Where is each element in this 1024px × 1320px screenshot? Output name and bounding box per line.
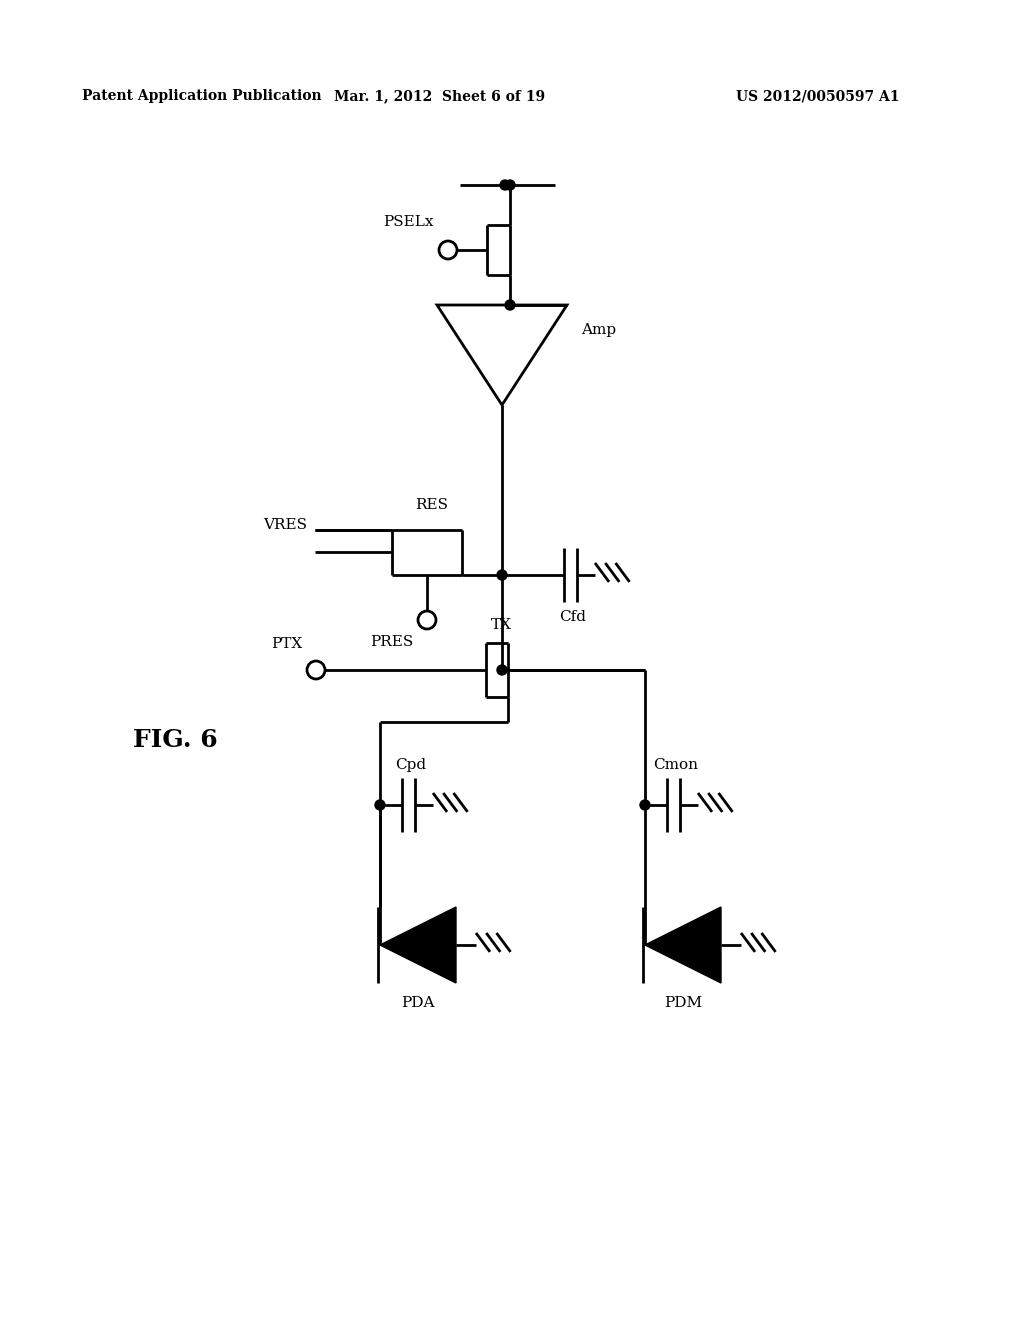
Text: Amp: Amp — [581, 323, 616, 337]
Text: PDA: PDA — [401, 997, 435, 1010]
Text: VRES: VRES — [263, 517, 307, 532]
Circle shape — [439, 242, 457, 259]
Text: FIG. 6: FIG. 6 — [133, 729, 217, 752]
Text: Cpd: Cpd — [395, 758, 426, 772]
Text: PSELx: PSELx — [384, 215, 434, 228]
Circle shape — [505, 300, 515, 310]
Circle shape — [307, 661, 325, 678]
Text: Patent Application Publication: Patent Application Publication — [82, 88, 322, 103]
Text: PRES: PRES — [370, 635, 413, 649]
Circle shape — [497, 570, 507, 579]
Text: Cfd: Cfd — [559, 610, 586, 624]
Circle shape — [497, 665, 507, 675]
Circle shape — [505, 180, 515, 190]
Text: PDM: PDM — [664, 997, 702, 1010]
Polygon shape — [380, 907, 456, 983]
Circle shape — [500, 180, 510, 190]
Polygon shape — [645, 907, 721, 983]
Text: PTX: PTX — [270, 638, 302, 651]
Text: RES: RES — [416, 498, 449, 512]
Circle shape — [640, 800, 650, 810]
Text: Cmon: Cmon — [653, 758, 698, 772]
Circle shape — [418, 611, 436, 630]
Text: Mar. 1, 2012  Sheet 6 of 19: Mar. 1, 2012 Sheet 6 of 19 — [335, 88, 546, 103]
Text: TX: TX — [490, 618, 512, 632]
Circle shape — [375, 800, 385, 810]
Text: US 2012/0050597 A1: US 2012/0050597 A1 — [736, 88, 900, 103]
